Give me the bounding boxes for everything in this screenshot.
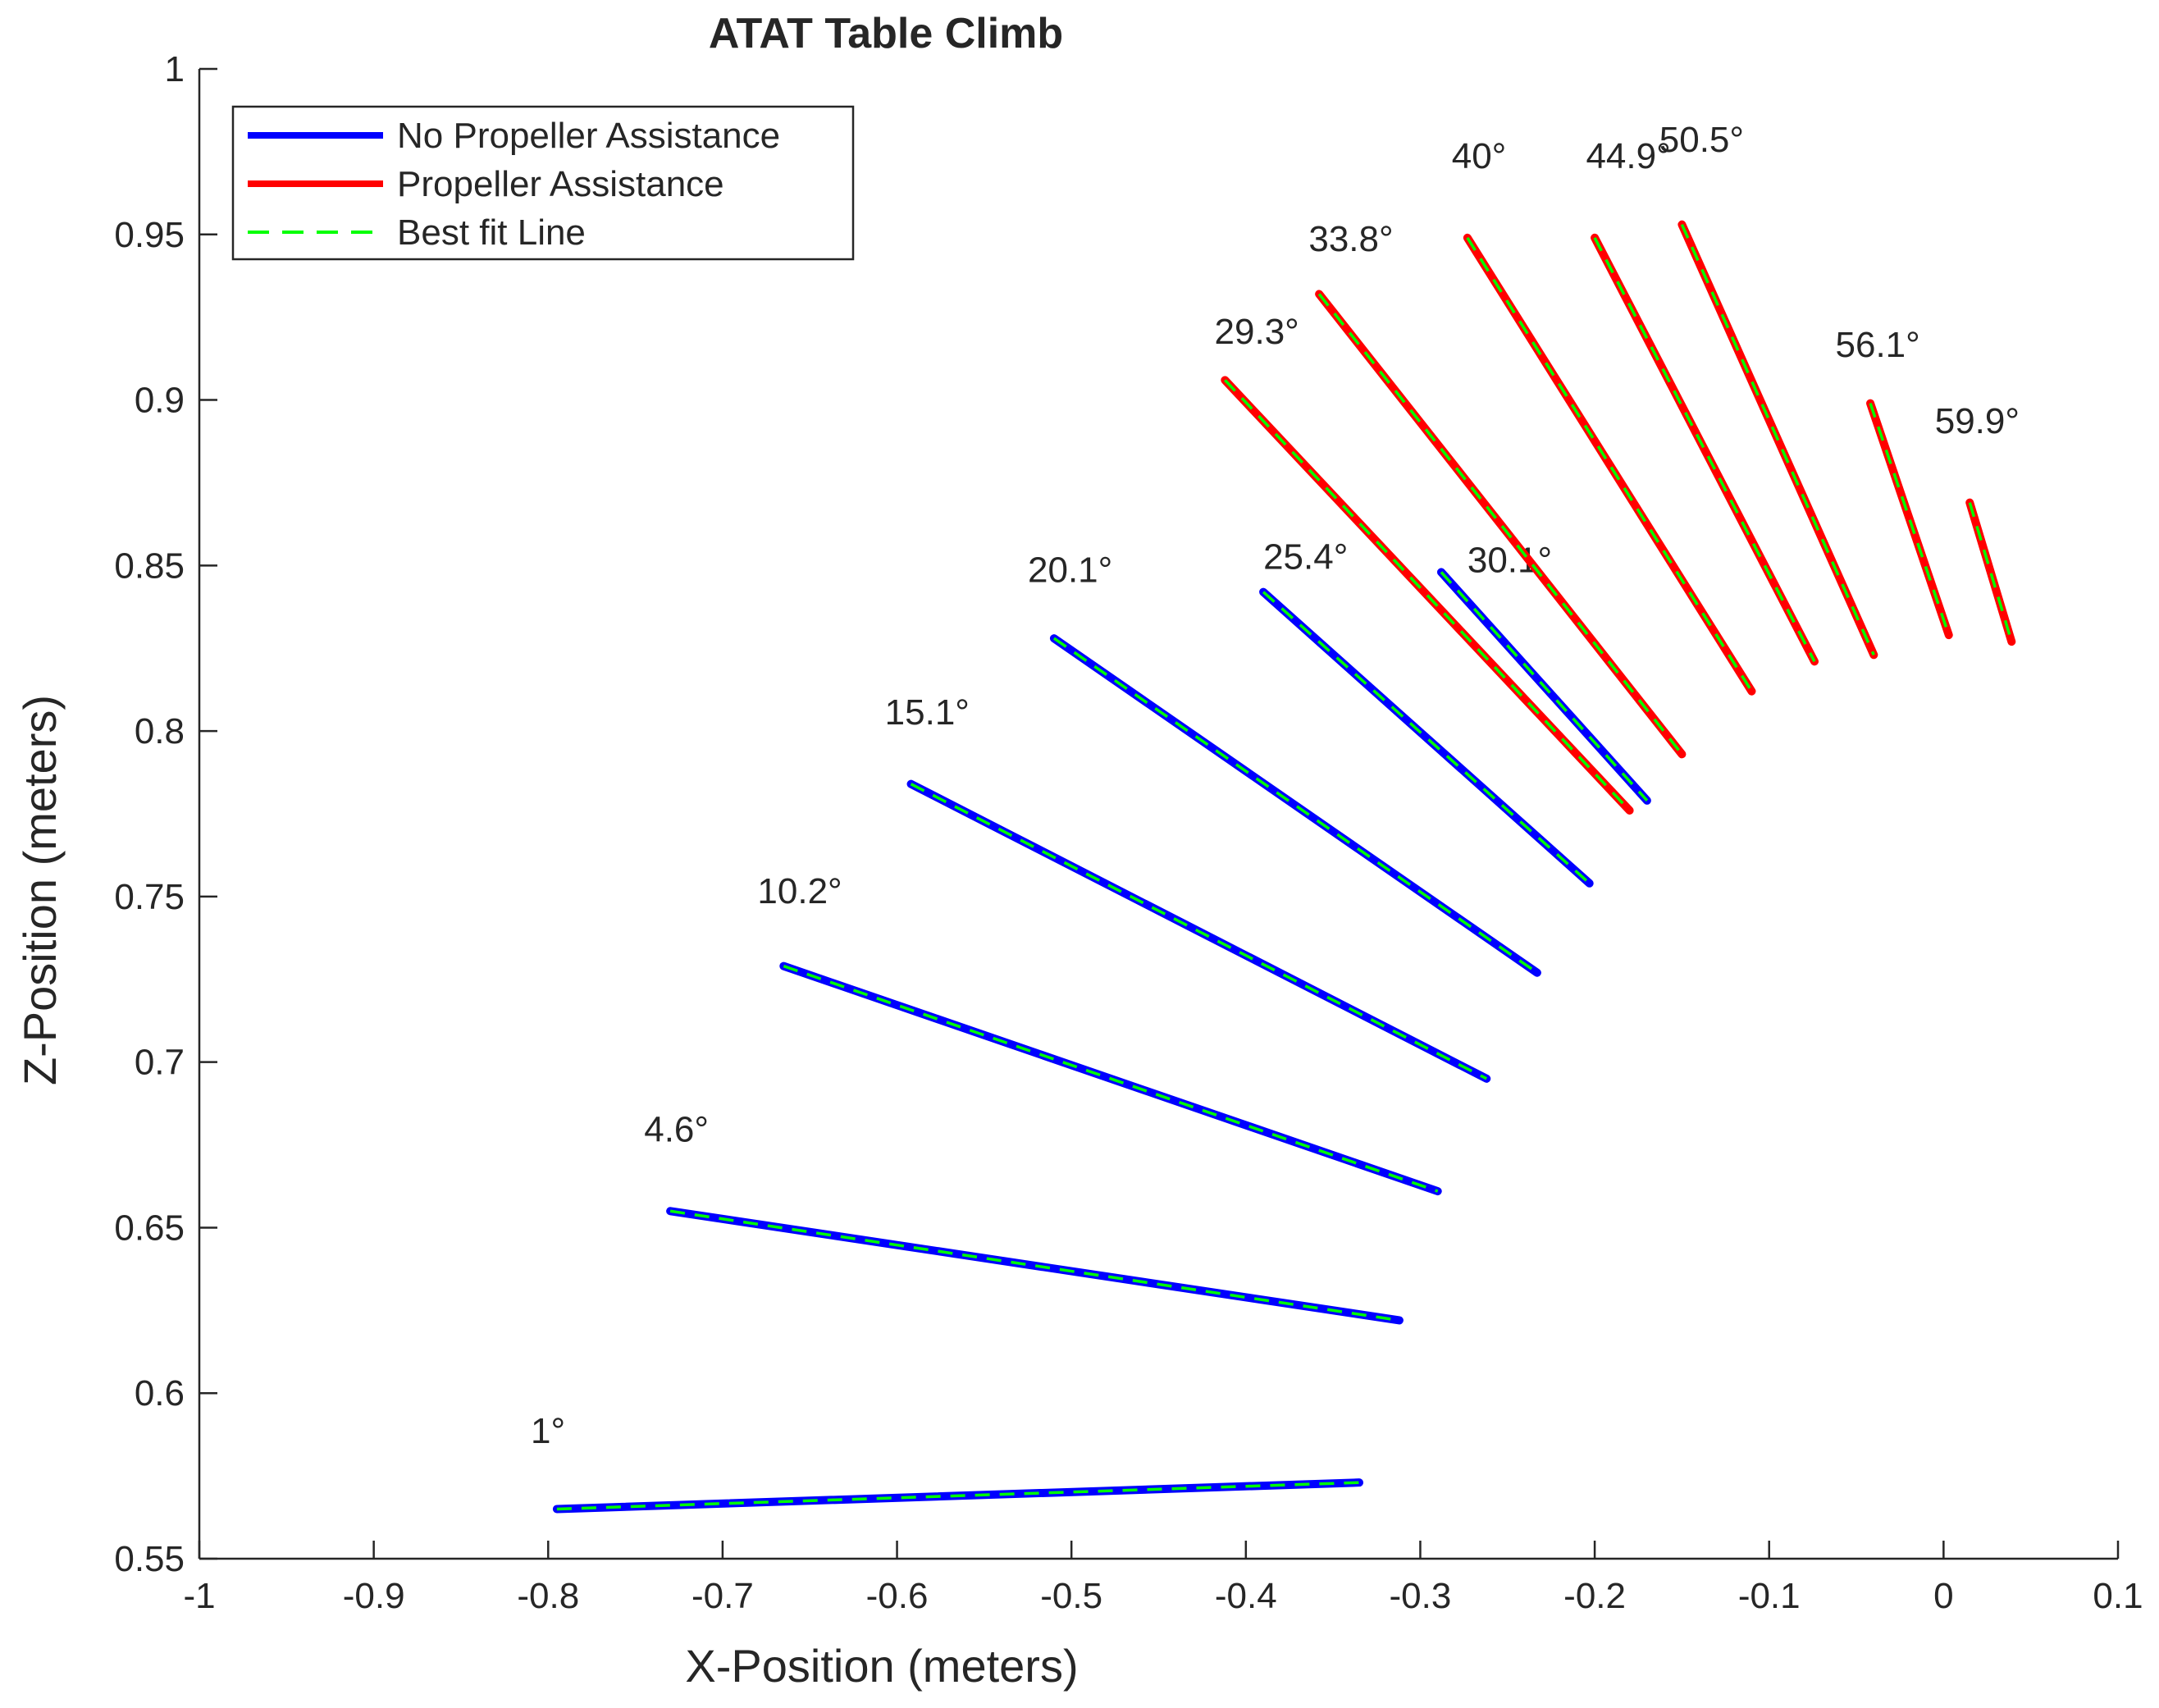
angle-label: 1°: [531, 1411, 565, 1451]
best-fit-line: [1224, 379, 1631, 812]
best-fit-line: [556, 1481, 1360, 1511]
y-axis-label: Z-Position (meters): [14, 695, 66, 1085]
x-tick-label: 0: [1933, 1576, 1953, 1616]
angle-label: 59.9°: [1935, 401, 2020, 441]
chart-title: ATAT Table Climb: [709, 10, 1063, 57]
legend-entry-label: Best fit Line: [397, 212, 586, 253]
x-tick-label: -0.5: [1040, 1576, 1102, 1616]
best-fit-line: [1680, 223, 1875, 656]
y-tick-label: 0.75: [114, 877, 185, 917]
y-tick-label: 0.9: [135, 381, 185, 421]
legend-entry-label: Propeller Assistance: [397, 164, 724, 204]
series-line: [666, 1207, 1404, 1325]
angle-label: 33.8°: [1308, 219, 1393, 259]
y-tick-label: 0.8: [135, 711, 185, 751]
angle-label: 4.6°: [644, 1110, 709, 1150]
y-tick-label: 0.85: [114, 546, 185, 586]
best-fit-line: [1440, 571, 1649, 802]
y-tick-label: 1: [165, 49, 185, 89]
y-tick-label: 0.65: [114, 1208, 185, 1248]
angle-label: 25.4°: [1263, 537, 1348, 577]
angle-label: 10.2°: [757, 871, 842, 911]
x-tick-label: -0.3: [1390, 1576, 1452, 1616]
best-fit-line: [910, 783, 1488, 1080]
series-line: [1315, 290, 1687, 759]
x-tick-label: -0.6: [866, 1576, 929, 1616]
best-fit-line: [1593, 237, 1816, 663]
angle-label: 56.1°: [1836, 325, 1920, 365]
axes: [198, 67, 2120, 1560]
x-tick-label: -0.7: [692, 1576, 754, 1616]
x-tick-label: 0.1: [2093, 1576, 2143, 1616]
best-fit-line: [1466, 236, 1753, 692]
legend: No Propeller Assistance Propeller Assista…: [231, 105, 855, 261]
angle-label: 44.9°: [1586, 136, 1670, 176]
angle-label: 29.3°: [1215, 312, 1299, 352]
x-axis-label: X-Position (meters): [685, 1640, 1078, 1692]
series-line: [1965, 498, 2016, 646]
plot-area: 1°4.6°10.2°15.1°20.1° 25.4° 30.1°29.3°33.8…: [531, 120, 2020, 1514]
series-line: [1049, 634, 1541, 977]
legend-entry-label: No Propeller Assistance: [397, 116, 780, 156]
y-tick-label: 0.95: [114, 215, 185, 255]
angle-label: 20.1°: [1028, 550, 1112, 591]
series-line: [1259, 587, 1594, 888]
best-fit-line: [783, 964, 1439, 1193]
best-fit-line: [1869, 403, 1951, 636]
x-tick-label: -0.8: [517, 1576, 579, 1616]
y-tick-label: 0.55: [114, 1539, 185, 1579]
x-tick-label: -1: [183, 1576, 215, 1616]
x-tick-label: -0.9: [343, 1576, 405, 1616]
angle-label: 15.1°: [885, 692, 970, 733]
angle-label: 40°: [1452, 136, 1507, 176]
x-tick-label: -0.2: [1563, 1576, 1626, 1616]
y-tick-label: 0.7: [135, 1043, 185, 1083]
y-tick-label: 0.6: [135, 1373, 185, 1413]
angle-label: 50.5°: [1659, 120, 1744, 160]
x-tick-label: -0.1: [1738, 1576, 1801, 1616]
tick-labels: -1 -0.9 -0.8 -0.7 -0.6 -0.5 -0.4 -0.3 -0.2 -0.1 0 0…: [114, 49, 2143, 1616]
x-tick-label: -0.4: [1215, 1576, 1277, 1616]
